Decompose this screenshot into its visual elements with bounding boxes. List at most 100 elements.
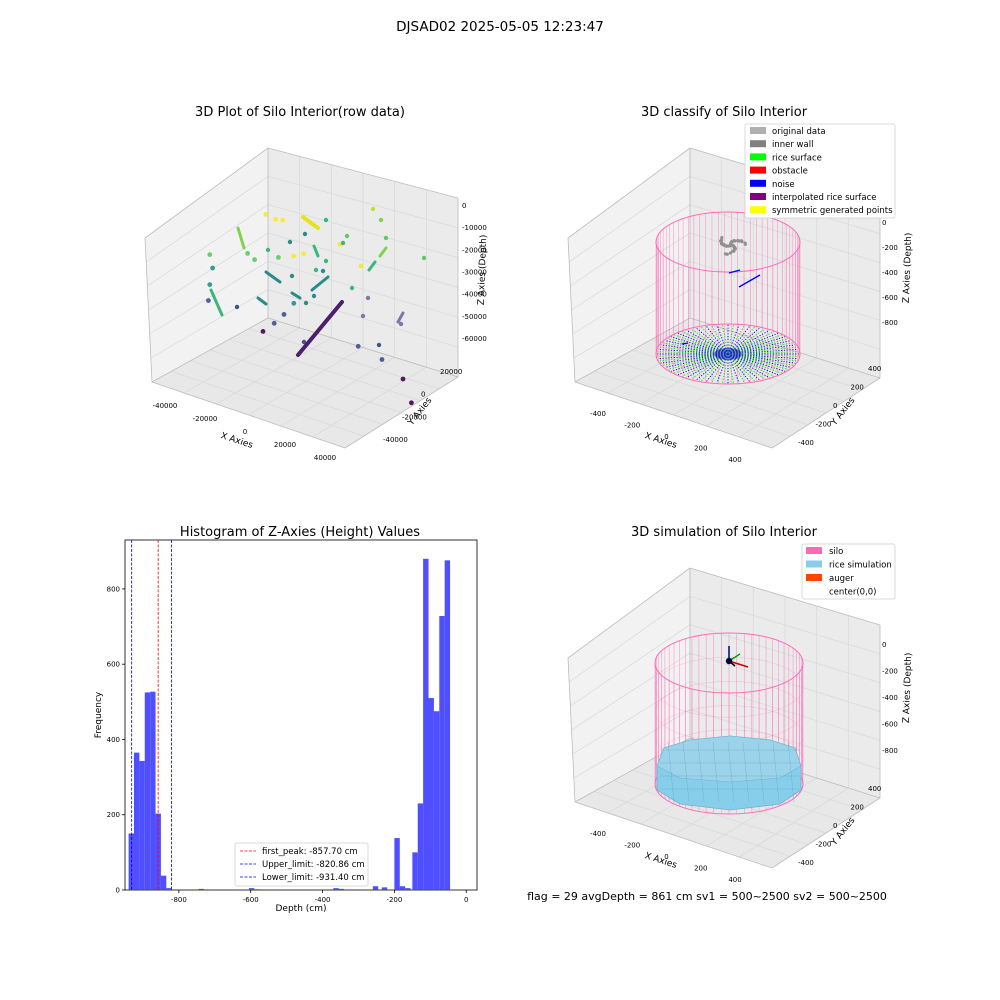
classify-3d-plot: 3D classify of Silo Interior -400 -200 0 20… [567, 105, 914, 464]
sim-legend-swatch [806, 587, 822, 595]
sim-y-tick-label: -200 [816, 841, 832, 849]
cls-rice-surface-ray [727, 328, 766, 355]
cls-inner-wall-point [743, 242, 747, 246]
sim-rice-mesh [712, 741, 720, 803]
cls-inner-wall-point [737, 239, 741, 243]
raw-data-point [280, 217, 285, 223]
sim-rice-mesh [667, 741, 675, 803]
raw-data-point [302, 231, 308, 237]
sim-z-tick-label: 0 [882, 641, 886, 649]
hist-bar [444, 560, 451, 890]
sim-y-tick-label: 0 [833, 822, 837, 830]
raw-data-point [320, 268, 326, 274]
cls-noise-segment [681, 342, 689, 345]
cls-inner-wall-point [733, 239, 737, 243]
simulation-3d-plot: 3D simulation of Silo Interior -400 -200 0… [567, 525, 914, 884]
cls-noise-cluster [714, 348, 742, 360]
hist-y-tick-label: 0 [116, 887, 120, 895]
cls-rice-surface-ray [727, 353, 740, 384]
cls-inner-wall-point [740, 240, 744, 244]
raw-z-tick-label: -10000 [462, 224, 487, 232]
raw-point-trail [296, 300, 344, 357]
cls-rice-surface-ray [722, 324, 729, 355]
hist-x-tick-label: -600 [243, 896, 259, 904]
cls-box-edge [567, 147, 691, 239]
cls-x-tick-label: -200 [624, 422, 640, 430]
cls-inner-wall-point [722, 242, 726, 247]
hist-bar [144, 692, 151, 890]
raw-data-point [301, 251, 306, 257]
cls-legend-swatch [750, 140, 766, 148]
hist-x-axis-label: Depth (cm) [275, 904, 326, 914]
cls-rice-surface-ray [695, 327, 729, 355]
raw-data-point [370, 206, 376, 212]
hist-y-tick-label: 600 [107, 661, 120, 669]
hist-bar [166, 888, 172, 890]
raw-point-trail [290, 291, 302, 300]
raw-plot-title: 3D Plot of Silo Interior(row data) [195, 105, 405, 120]
cls-y-tick-label: 200 [851, 384, 864, 392]
hist-bar [160, 875, 167, 890]
cls-rice-surface-ray [727, 324, 740, 355]
sim-z-tick-label: -400 [882, 694, 898, 702]
sim-z-tick-label: -800 [882, 747, 898, 755]
raw-data-point [379, 357, 385, 362]
raw-point-trail [209, 288, 224, 317]
cls-pane-floor [575, 318, 880, 448]
cls-rice-surface-ray [727, 327, 761, 355]
cls-rice-surface-ray [667, 338, 729, 355]
cls-rice-surface-ray [727, 353, 766, 380]
cls-box-edge [689, 317, 881, 379]
raw-data-point [323, 217, 329, 223]
cls-rice-surface-ray [690, 328, 729, 355]
raw-data-point [291, 253, 297, 259]
hist-bar [338, 888, 345, 890]
hist-bar [333, 888, 339, 890]
cls-legend-label: noise [772, 180, 795, 190]
raw-data-point [355, 343, 361, 349]
cls-inner-wall-point [728, 251, 733, 255]
cls-rice-surface-ray [716, 353, 729, 384]
hist-bar [381, 887, 388, 890]
hist-y-tick-label: 200 [107, 811, 120, 819]
sim-auger-arm [728, 660, 749, 668]
sim-legend-label: center(0,0) [829, 588, 877, 598]
raw-box-edge [267, 147, 459, 199]
hist-y-tick-label: 800 [107, 585, 120, 593]
raw-z-tick-label: -50000 [462, 313, 487, 321]
cls-rice-surface-ray [727, 340, 791, 355]
sim-y-tick-label: 400 [868, 785, 881, 793]
cls-inner-wall-point [724, 244, 728, 248]
raw-x-axis-label: X Axies [219, 431, 254, 451]
hist-bar [439, 616, 445, 890]
hist-x-tick-label: -400 [315, 896, 331, 904]
cls-y-tick-label: 0 [833, 402, 837, 410]
hist-bar [248, 888, 255, 890]
sim-y-tick-label: 200 [851, 804, 864, 812]
raw-z-tick-label: -60000 [462, 335, 487, 343]
sim-rice-mesh [772, 741, 780, 803]
sim-box-edge [771, 797, 881, 869]
cls-inner-wall-point [719, 238, 724, 242]
raw-x-tick-label: 20000 [274, 441, 296, 449]
raw-z-tick-label: -40000 [462, 291, 487, 299]
cls-legend-label: obstacle [772, 167, 808, 177]
cls-x-tick-label: -400 [590, 410, 606, 418]
raw-data-point [398, 321, 404, 327]
hist-bar [405, 888, 411, 890]
raw-data-point [340, 240, 346, 246]
cls-rice-surface-ray [690, 353, 729, 380]
depth-histogram: Histogram of Z-Axies (Height) Values -80… [94, 525, 478, 914]
figure-footer: flag = 29 avgDepth = 861 cm sv1 = 500~25… [527, 890, 887, 903]
raw-data-point [365, 295, 371, 301]
raw-x-tick-label: -20000 [193, 415, 218, 423]
sim-box-edge [689, 567, 881, 626]
raw-data-point [323, 258, 329, 264]
sim-rice-mesh [697, 741, 705, 803]
cls-legend-frame [744, 123, 896, 219]
raw-x-tick-label: -40000 [153, 402, 178, 410]
hist-legend-label: Lower_limit: -931.40 cm [262, 873, 364, 883]
sim-rice-mesh [727, 741, 735, 803]
hist-x-tick-label: 0 [464, 896, 468, 904]
